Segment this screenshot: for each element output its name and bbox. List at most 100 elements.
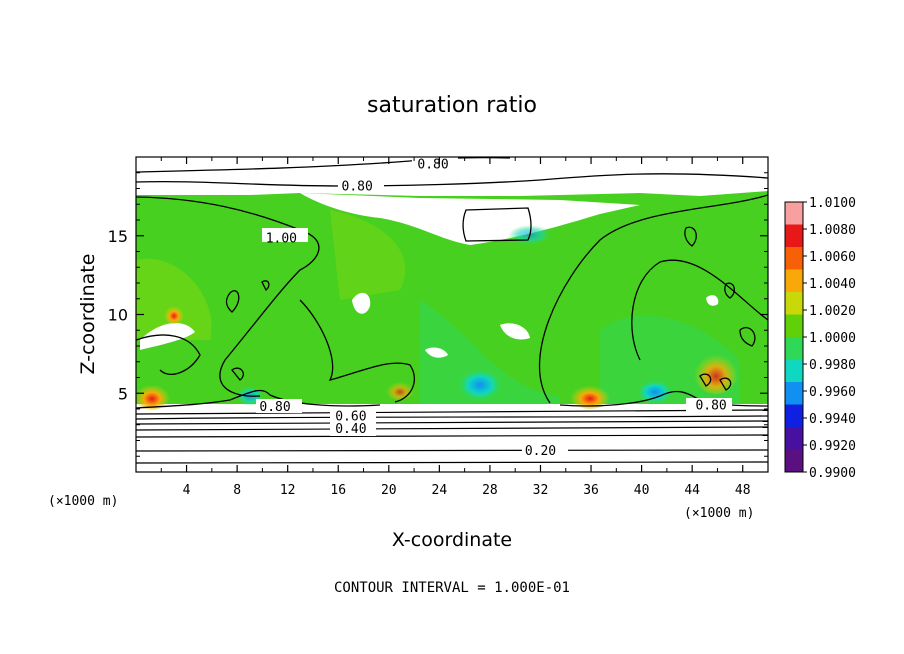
x-tick-label: 4 [183, 483, 191, 498]
colorbar-swatch [785, 202, 803, 225]
colorbar-swatch [785, 314, 803, 338]
plot-area: 0.80 0.80 1.00 0.80 0.600.40 0.20 0.80 [136, 157, 768, 472]
x-tick-label: 44 [684, 483, 700, 498]
x-tick-label: 48 [735, 483, 751, 498]
dry-patch-3 [425, 347, 448, 358]
colorbar-label: 1.0040 [809, 277, 856, 292]
y-axis: 5 10 15 [108, 172, 768, 457]
dry-patch-1 [140, 322, 195, 350]
colorbar-label: 0.9900 [809, 466, 856, 481]
x-axis: 4 8 12 16 20 24 28 32 36 40 44 48 [160, 157, 751, 498]
x-tick-label: 20 [381, 483, 397, 498]
contour-1.00-mid [299, 299, 415, 403]
colorbar-label: 1.0080 [809, 223, 856, 238]
contour-0.80-top [136, 157, 511, 173]
contour-0.80-base-r [559, 390, 768, 407]
chart-title: saturation ratio [367, 93, 537, 118]
contour-label: 0.20 [525, 444, 556, 459]
hotspot-4 [694, 350, 738, 394]
colorbar-swatch [785, 404, 803, 428]
colorbar: 1.0100 1.0080 1.0060 1.0040 1.0020 1.0000 0.99… [784, 196, 856, 481]
coldspot-2 [637, 380, 673, 404]
dry-contours [136, 409, 768, 464]
field-shade-3 [136, 258, 212, 340]
y-tick-label: 10 [108, 306, 128, 325]
colorbar-swatch [785, 337, 803, 360]
y-tick-label: 5 [118, 384, 128, 403]
colorbar-swatch [785, 427, 803, 450]
x-tick-label: 36 [583, 483, 599, 498]
contour-interval-note: CONTOUR INTERVAL = 1.000E-01 [334, 580, 570, 596]
x-tick-label: 40 [634, 483, 650, 498]
field-shade-1 [420, 300, 560, 404]
x-unit-label: (×1000 m) [684, 506, 754, 521]
colorbar-swatch [785, 292, 803, 315]
contour-blob-1 [225, 290, 240, 313]
contour-1.00-right [538, 194, 768, 404]
contour-label-backgrounds [256, 157, 732, 456]
contour-blob-7 [699, 373, 732, 391]
contour-labels: 0.80 0.80 1.00 0.80 0.600.40 0.20 0.80 [259, 157, 726, 459]
z-unit-label: (×1000 m) [48, 494, 118, 509]
hotspot-3 [570, 383, 610, 409]
colorbar-label: 1.0060 [809, 250, 856, 265]
x-tick-label: 8 [233, 483, 241, 498]
contour-0.10 [136, 461, 768, 464]
dry-patch-2 [352, 292, 371, 314]
contour-0.80-base-l [136, 389, 381, 409]
contour-1.00-box [462, 207, 532, 242]
contour-label: 0.80 [259, 400, 290, 415]
colorbar-label: 0.9940 [809, 412, 856, 427]
contour-label: 0.80 [695, 398, 726, 413]
contour-0.40 [136, 426, 768, 431]
colorbar-swatch [785, 449, 803, 473]
colorbar-swatch [785, 247, 803, 270]
contour-0.60 [136, 415, 768, 420]
contour-0.30 [136, 434, 768, 438]
x-tick-label: 28 [482, 483, 498, 498]
dry-intrusion-top [300, 193, 640, 245]
x-tick-label: 12 [280, 483, 296, 498]
contour-label: 0.60 [335, 409, 366, 424]
contour-0.50 [136, 420, 768, 425]
contour-0.20 [136, 449, 768, 452]
y-axis-title: Z-coordinate [77, 254, 99, 375]
contour-blob-6 [231, 367, 244, 381]
colorbar-label: 0.9980 [809, 358, 856, 373]
contour-0.80-upper [136, 173, 768, 187]
colorbar-swatch [785, 224, 803, 248]
contour-1.00-main [136, 196, 320, 397]
contour-label: 1.00 [266, 231, 297, 246]
coldspot-1 [458, 369, 502, 401]
contour-blob-5 [739, 327, 756, 347]
contour-blob-2 [261, 280, 270, 292]
colorbar-label: 1.0100 [809, 196, 856, 211]
contour-label: 0.80 [342, 179, 373, 194]
x-tick-label: 24 [432, 483, 448, 498]
x-axis-title: X-coordinate [392, 529, 512, 551]
dry-patch-5 [706, 295, 719, 306]
contour-blob-3 [684, 226, 697, 247]
colorbar-label: 1.0000 [809, 331, 856, 346]
dry-patch-4 [500, 323, 530, 340]
field-shade-4 [330, 210, 406, 300]
hotspot-2 [164, 304, 184, 324]
contour-blob-4 [724, 282, 736, 299]
hotspot-1 [136, 382, 170, 410]
contour-lines [136, 157, 768, 409]
colorbar-label: 0.9920 [809, 439, 856, 454]
colorbar-swatch [785, 359, 803, 383]
x-tick-label: 32 [533, 483, 549, 498]
contour-label: 0.80 [417, 157, 448, 172]
colorbar-label: 1.0020 [809, 304, 856, 319]
colorbar-swatch [785, 382, 803, 405]
contour-1.00-right2 [631, 259, 768, 361]
contour-1.00-left [136, 334, 201, 375]
contour-label: 0.40 [335, 422, 366, 437]
hotspot-5 [386, 380, 414, 400]
colorbar-label: 0.9960 [809, 385, 856, 400]
colorbar-swatch [785, 269, 803, 293]
x-tick-label: 16 [330, 483, 346, 498]
y-tick-label: 15 [108, 227, 128, 246]
